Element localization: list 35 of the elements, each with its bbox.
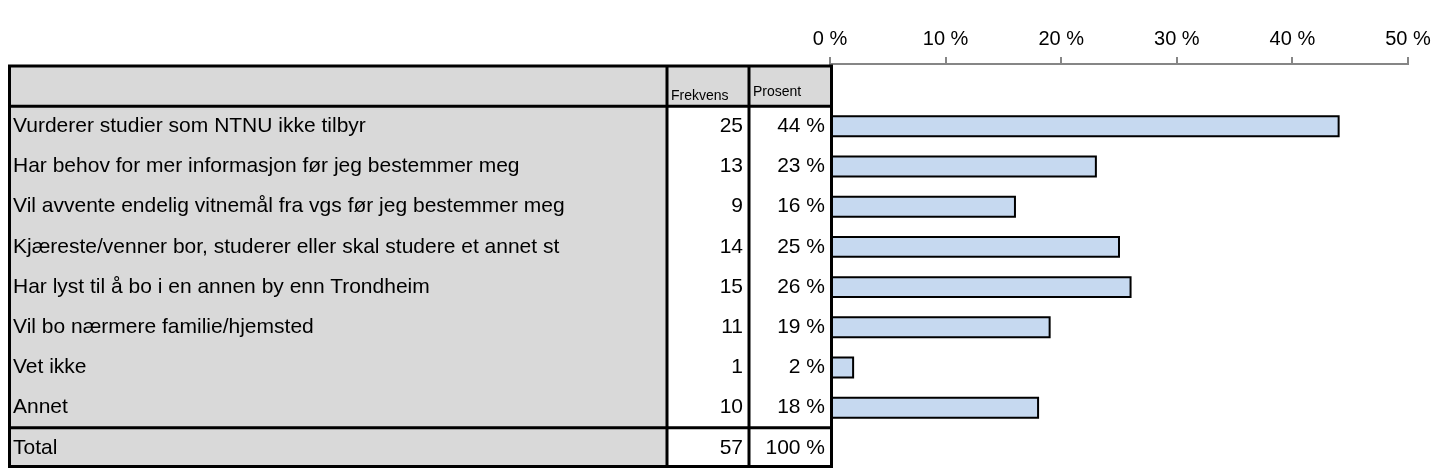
data-label: 23 % — [777, 153, 825, 177]
y-tick-label: Annet — [13, 394, 69, 418]
text: Total — [13, 434, 58, 458]
x2-tick-label: 50 % — [1385, 26, 1432, 49]
text: 25 — [719, 113, 743, 137]
text: 11 — [721, 314, 743, 338]
y-tick-label: Vil bo nærmere familie/hjemsted — [13, 314, 314, 338]
data-label: 25 % — [777, 233, 825, 257]
text: 100 % — [765, 434, 825, 458]
text: Prosent — [753, 83, 802, 100]
text: 14 — [719, 233, 744, 257]
y-tick-label: Har behov for mer informasjon før jeg bestemmer meg — [13, 153, 520, 177]
data-label: 18 % — [777, 394, 825, 418]
x2-tick-label: 30 % — [1154, 26, 1200, 49]
data-label: 16 % — [777, 193, 825, 217]
y-tick-label: Vurderer studier som NTNU ikke tilbyr — [13, 113, 366, 137]
text: 57 — [719, 434, 743, 458]
x2-tick-label: 0 % — [812, 26, 848, 49]
text: 9 — [731, 193, 743, 217]
data-label: 44 % — [777, 113, 825, 137]
data-label: 19 % — [777, 314, 825, 338]
x2-tick-label: 10 % — [922, 26, 969, 49]
y-tick-label: Vil avvente endelig vitnemål fra vgs før jeg bestemmer meg — [13, 193, 565, 217]
text: Frekvens — [671, 87, 729, 104]
text: 13 — [719, 153, 743, 177]
y-tick-label: Kjæreste/venner bor, studerer eller skal studere et annet st — [13, 233, 560, 257]
x2-tick-label: 40 % — [1269, 26, 1316, 49]
data-label: 26 % — [777, 273, 825, 297]
text: 15 — [719, 273, 743, 297]
y-tick-label: Har lyst til å bo i en annen by enn Trondheim — [13, 273, 430, 297]
text: 10 — [719, 394, 743, 418]
y-tick-label: Vet ikke — [13, 354, 87, 378]
x2-tick-label: 20 % — [1038, 26, 1085, 49]
text: 1 — [731, 354, 743, 378]
data-label: 2 % — [788, 354, 825, 378]
